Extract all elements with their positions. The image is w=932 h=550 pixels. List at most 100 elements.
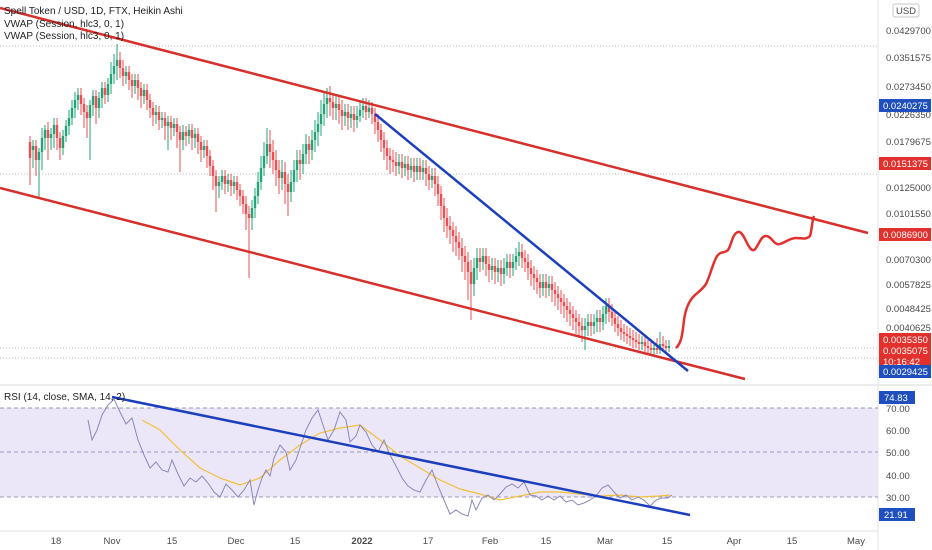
candle-body [460,248,464,256]
candle-body [199,142,203,150]
price-tick: 0.0057825 [886,280,931,291]
rsi-tick: 30.00 [886,493,910,504]
candle-body [133,80,137,86]
price-badge-label: 0.0035075 [883,346,928,357]
rsi-tick: 50.00 [886,448,910,459]
candle-body [394,162,398,166]
candle-body [409,166,413,170]
time-tick: 2022 [351,536,372,547]
candle-body [547,284,551,288]
candle-body [448,226,452,230]
candle-body [112,66,116,74]
price-badge-label: 0.0086900 [883,230,928,241]
candle-body [436,184,440,194]
channel-lower-trendline[interactable] [0,186,746,381]
candle-body [82,104,86,112]
price-badge-label: 0.0029425 [883,367,928,378]
candle-body [529,268,533,274]
candle-body [490,266,494,270]
candle-body [304,144,308,154]
indicator-label[interactable]: VWAP (Session, hlc3, 0, 1) [4,19,124,30]
candle-body [64,126,68,136]
time-axis[interactable]: 18 Nov 15 Dec 15 2022 17 Feb 15 Mar 15 A… [51,536,866,547]
candle-body [655,348,659,350]
candle-body [484,256,488,264]
candle-body [619,328,623,332]
time-tick: 18 [51,536,62,547]
candle-body [307,144,311,150]
candle-body [85,112,89,118]
candle-body [277,170,281,178]
candle-body [73,100,77,108]
candle-body [283,172,287,184]
rsi-label[interactable]: RSI (14, close, SMA, 14, 2) [4,392,125,403]
time-tick: Nov [104,536,121,547]
candle-body [220,176,224,182]
legend: Spell Token / USD, 1D, FTX, Heikin Ashi … [4,6,183,403]
candle-body [292,170,296,182]
candle-body [175,124,179,132]
candle-body [625,334,629,336]
chart-title: Spell Token / USD, 1D, FTX, Heikin Ashi [4,6,183,17]
candle-body [274,160,278,170]
candle-body [424,168,428,174]
candle-body [214,176,218,186]
rsi-badge [879,508,915,521]
channel-upper-trendline[interactable] [0,6,869,235]
candle-body [217,182,221,186]
candle-body [445,218,449,226]
price-badge-red [879,157,931,170]
candle-body [163,118,167,126]
rsi-line [87,398,673,517]
price-tick: 0.0101550 [886,209,931,220]
candle-body [250,208,254,218]
indicator-label[interactable]: VWAP (Session, hlc3, 0, 1) [4,31,124,42]
candle-body [238,190,242,196]
time-tick: Apr [727,536,742,547]
rsi-tick: 70.00 [886,404,910,415]
candle-body [649,348,653,350]
projection-path[interactable] [675,215,816,349]
candle-body [643,342,647,346]
candle-body [526,262,530,268]
candle-body [139,88,143,96]
candle-body [352,114,356,120]
candle-body [346,112,350,118]
price-badge-blue [879,99,931,112]
candle-body [154,112,158,115]
candles-group [28,44,671,356]
rsi-trendline[interactable] [111,395,691,517]
currency-label: USD [896,6,916,17]
time-tick: Feb [482,536,498,547]
price-tick: 0.0040625 [886,323,931,334]
candle-body [457,242,461,248]
candle-body [361,106,365,110]
candle-body [118,60,122,68]
price-tick: 0.0179675 [886,137,931,148]
price-axis[interactable]: USD 0.0429700 0.0351575 0.0273450 0.0226… [879,3,931,378]
candle-body [511,262,515,268]
candle-body [535,278,539,282]
candle-body [331,102,335,108]
candle-body [328,98,332,102]
candle-body [355,116,359,120]
candle-body [109,74,113,84]
candle-body [76,95,80,100]
rsi-badge-label: 21.91 [884,510,908,521]
candle-body [79,95,83,104]
candle-body [481,256,485,262]
candle-body [244,204,248,214]
currency-button[interactable] [892,3,920,18]
candle-body [208,156,212,166]
falling-wedge-trendline[interactable] [374,113,689,372]
candle-body [319,114,323,124]
candle-body [598,318,602,322]
candle-body [301,154,305,164]
candle-body [385,148,389,156]
rsi-axis[interactable]: 74.83 70.00 60.00 50.00 40.00 30.00 21.9… [879,391,915,521]
price-badge-label: 0.0151375 [883,159,928,170]
candle-body [640,342,644,344]
candle-body [664,346,668,348]
candle-body [190,130,194,138]
